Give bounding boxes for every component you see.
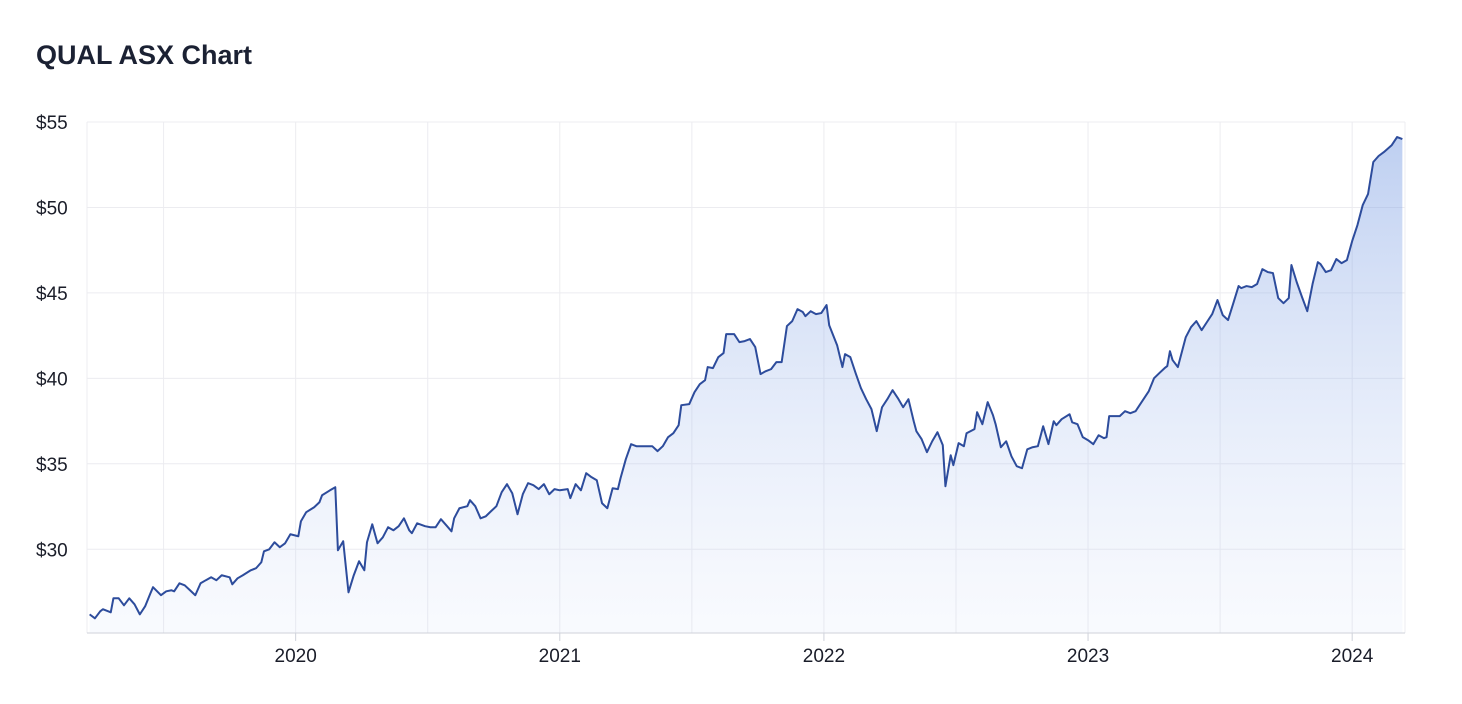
y-tick-label: $55 — [36, 113, 68, 134]
y-tick-label: $30 — [36, 540, 68, 561]
plot — [89, 136, 1403, 634]
y-tick-label: $50 — [36, 198, 68, 219]
x-tick-label: 2022 — [803, 646, 845, 667]
price-line — [89, 136, 1403, 620]
axes: $30 $35 $40 $45 $50 $55 2020 2021 2022 2023 2024 — [36, 113, 1405, 667]
x-tick-label: 2020 — [275, 646, 317, 667]
x-tick-label: 2024 — [1331, 646, 1374, 667]
y-tick-label: $35 — [36, 455, 68, 476]
x-tick-label: 2021 — [539, 646, 581, 667]
area-fill — [89, 137, 1403, 634]
x-tick-label: 2023 — [1067, 646, 1109, 667]
chart-title: QUAL ASX Chart — [36, 40, 252, 70]
y-tick-label: $45 — [36, 284, 68, 305]
y-tick-label: $40 — [36, 369, 68, 390]
